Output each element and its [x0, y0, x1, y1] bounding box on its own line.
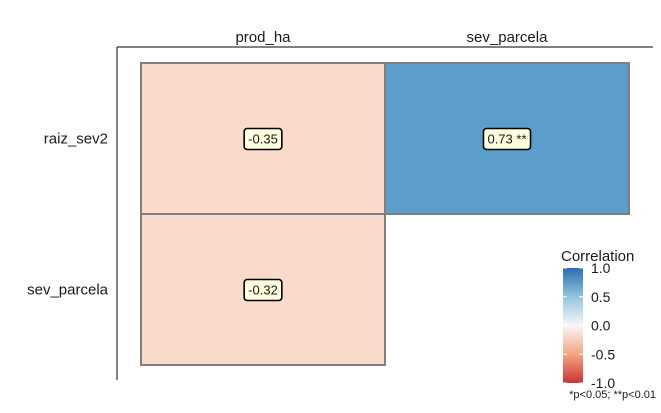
cell-value-box	[482, 127, 532, 151]
cell-value-text: -0.35	[248, 132, 278, 147]
cell-value-text: -0.32	[248, 283, 278, 298]
cell-value-box	[243, 127, 283, 151]
legend-title: Correlation	[561, 248, 634, 265]
column-label-sev-parcela: sev_parcela	[467, 29, 549, 46]
legend-tick-label: 0.5	[591, 289, 611, 305]
legend-ticks: 1.0 0.5 0.0 -0.5 -1.0	[563, 260, 615, 391]
row-label-raiz-sev2: raiz_sev2	[44, 131, 108, 148]
cell-value-text: 0.73 **	[487, 132, 526, 147]
legend-colorbar	[563, 268, 583, 383]
legend: Correlation 1.0 0.5 0.0 -0.5 -1.0	[561, 248, 634, 391]
legend-tick-label: 1.0	[591, 260, 611, 276]
legend-tick-label: 0.0	[591, 318, 611, 334]
row-labels: raiz_sev2 sev_parcela	[27, 131, 109, 299]
cell-label-raiz-sev2-sev-parcela: 0.73 **	[482, 127, 532, 151]
cell-label-raiz-sev2-prod-ha: -0.35	[243, 127, 283, 151]
legend-tick-label: -1.0	[591, 375, 615, 391]
cell-label-sev-parcela-prod-ha: -0.32	[243, 278, 283, 302]
row-label-sev-parcela: sev_parcela	[27, 282, 109, 299]
column-label-prod-ha: prod_ha	[235, 29, 291, 46]
significance-note: *p<0.05; **p<0.01	[569, 389, 656, 401]
cell-value-box	[243, 278, 283, 302]
legend-tick-label: -0.5	[591, 346, 615, 362]
column-labels: prod_ha sev_parcela	[235, 29, 548, 46]
heatmap-cells	[140, 62, 630, 366]
cell-value-labels: -0.35 0.73 ** -0.32	[243, 127, 532, 302]
